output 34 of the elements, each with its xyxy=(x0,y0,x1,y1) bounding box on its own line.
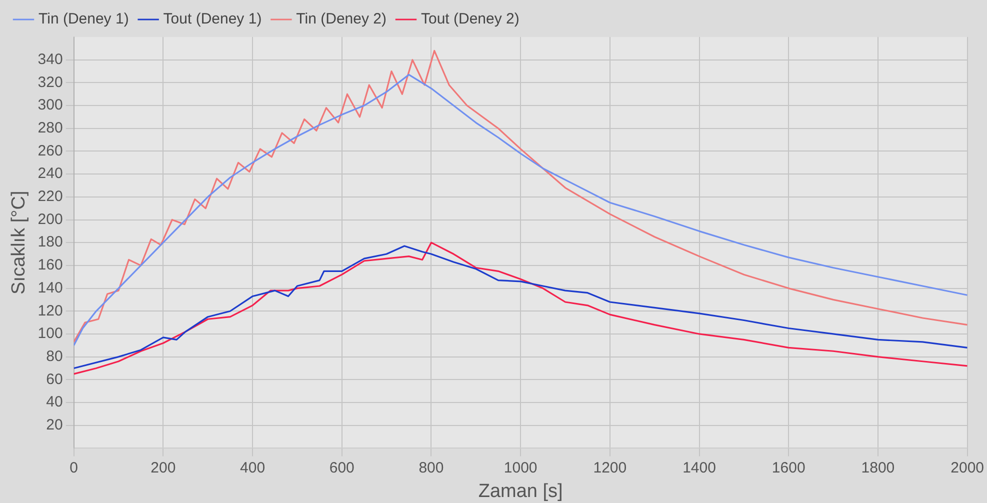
y-axis-title: Sıcaklık [°C] xyxy=(8,190,30,294)
x-tick-label: 1600 xyxy=(772,459,806,476)
y-tick-label: 340 xyxy=(38,50,63,68)
x-tick-label: 2000 xyxy=(950,459,984,476)
y-tick-label: 140 xyxy=(38,279,63,296)
x-tick-label: 0 xyxy=(70,459,78,476)
y-tick-label: 120 xyxy=(38,302,63,320)
y-tick-label: 20 xyxy=(46,416,63,434)
y-tick-label: 300 xyxy=(38,96,63,114)
y-tick-label: 320 xyxy=(38,74,63,91)
x-tick-label: 1800 xyxy=(861,459,895,476)
x-tick-label: 1400 xyxy=(682,459,716,476)
x-tick-label: 600 xyxy=(329,459,354,476)
legend-label: Tin (Deney 1) xyxy=(38,10,129,28)
x-tick-label: 1200 xyxy=(593,459,627,476)
y-tick-label: 40 xyxy=(46,394,63,411)
x-tick-label: 400 xyxy=(240,459,266,476)
y-tick-label: 260 xyxy=(38,142,63,160)
y-tick-label: 200 xyxy=(38,210,63,228)
y-tick-label: 280 xyxy=(38,120,63,137)
y-tick-label: 240 xyxy=(38,165,63,182)
y-tick-label: 180 xyxy=(38,234,63,251)
y-tick-label: 100 xyxy=(38,325,63,342)
legend-label: Tout (Deney 1) xyxy=(163,10,262,28)
x-tick-label: 200 xyxy=(150,459,176,476)
y-tick-label: 160 xyxy=(38,256,63,274)
legend-label: Tin (Deney 2) xyxy=(296,10,386,28)
x-axis-title: Zaman [s] xyxy=(478,480,563,502)
legend-label: Tout (Deney 2) xyxy=(420,10,520,28)
y-tick-label: 220 xyxy=(38,188,63,206)
x-tick-label: 800 xyxy=(418,459,444,476)
y-tick-label: 60 xyxy=(46,370,63,388)
y-tick-label: 80 xyxy=(46,348,63,365)
x-tick-label: 1000 xyxy=(504,459,538,476)
